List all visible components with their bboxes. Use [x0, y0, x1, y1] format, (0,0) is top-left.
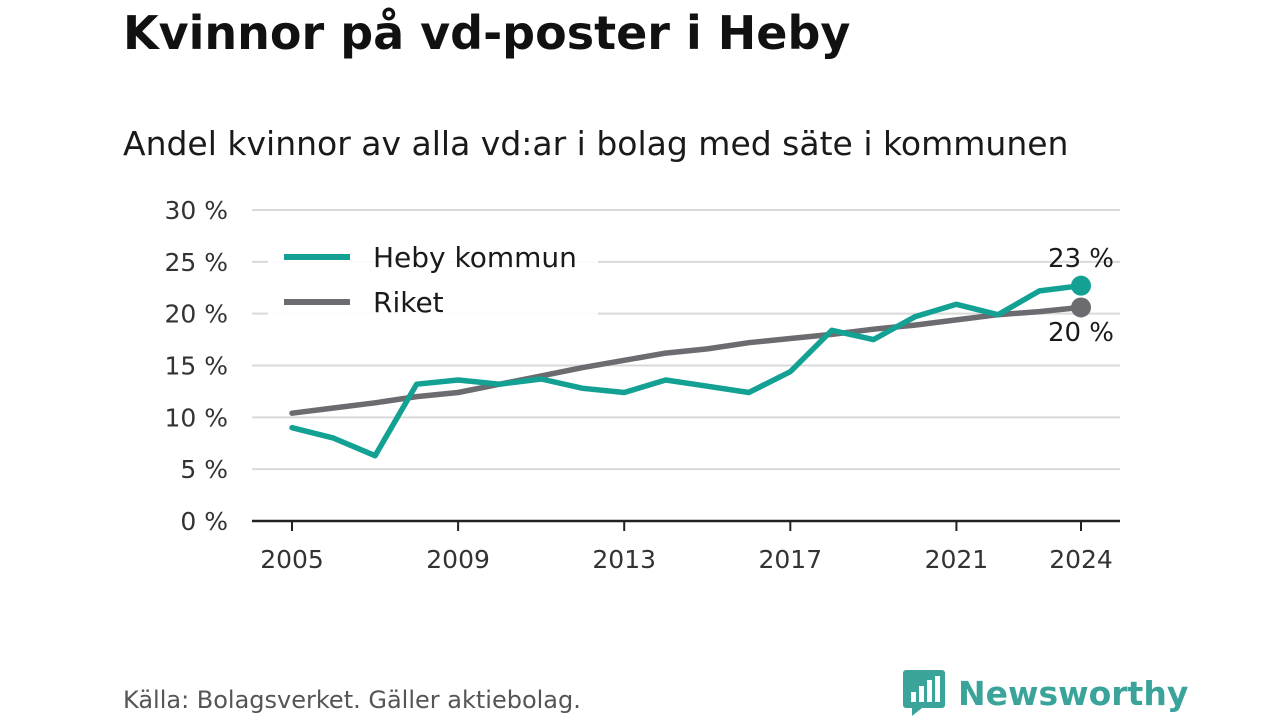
x-tick-label: 2009 — [426, 545, 490, 574]
x-tick-label: 2021 — [925, 545, 989, 574]
chart-title: Kvinnor på vd-poster i Heby — [123, 6, 851, 60]
y-tick-label: 5 % — [180, 455, 228, 484]
series-line-0 — [289, 282, 1084, 459]
chart-subtitle: Andel kvinnor av alla vd:ar i bolag med … — [123, 124, 1069, 163]
source-note: Källa: Bolagsverket. Gäller aktiebolag. — [123, 686, 581, 714]
y-tick-label: 20 % — [164, 300, 228, 329]
y-tick-label: 25 % — [164, 248, 228, 277]
x-tick-label: 2024 — [1049, 545, 1113, 574]
end-labels: 23 % 20 % — [1048, 244, 1114, 348]
legend: Heby kommun Riket — [268, 236, 598, 320]
end-label-riket: 20 % — [1048, 318, 1114, 348]
x-tick-label: 2013 — [592, 545, 656, 574]
legend-label: Heby kommun — [373, 241, 577, 274]
series-line-1 — [289, 304, 1084, 416]
y-tick-label: 10 % — [164, 403, 228, 432]
line-chart: 0 %5 %10 %15 %20 %25 %30 % 2005 2009 2013 2… — [164, 196, 1120, 574]
legend-label: Riket — [373, 286, 444, 319]
series-end-marker-1 — [1071, 297, 1091, 318]
y-tick-label: 15 % — [164, 352, 228, 381]
y-tick-label: 0 % — [180, 507, 228, 536]
x-axis: 2005 2009 2013 2017 2021 2024 — [252, 519, 1120, 574]
x-tick-label: 2017 — [759, 545, 823, 574]
legend-background — [268, 236, 598, 320]
y-tick-label: 30 % — [164, 196, 228, 225]
end-label-heby: 23 % — [1048, 244, 1114, 274]
series-end-marker-0 — [1071, 275, 1091, 296]
newsworthy-logo-icon — [903, 670, 945, 716]
brand-logo: Newsworthy — [902, 669, 1188, 717]
series-lines — [289, 275, 1091, 459]
y-axis: 0 % 5 % 10 % 15 % 20 % 25 % 30 % — [164, 196, 228, 536]
brand-name: Newsworthy — [958, 673, 1189, 713]
x-tick-label: 2005 — [260, 545, 324, 574]
